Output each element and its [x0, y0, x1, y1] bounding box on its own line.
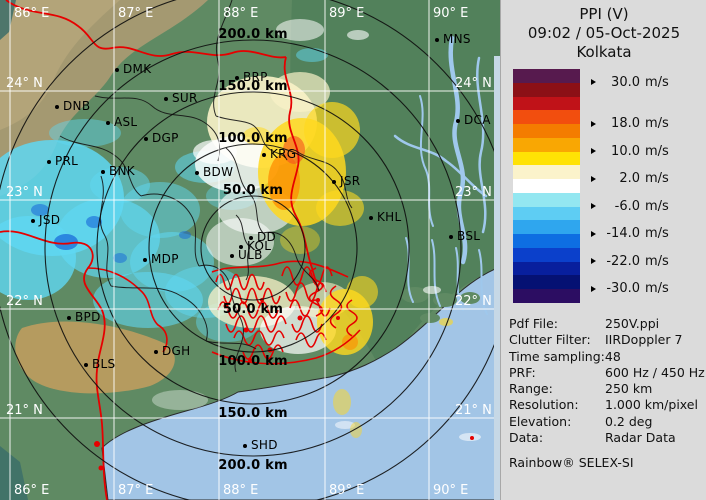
meta-label: Range: — [509, 381, 553, 397]
meta-label: Clutter Filter: — [509, 332, 591, 348]
colorbar-band-0 — [513, 69, 580, 83]
view-title: PPI (V) — [579, 5, 629, 23]
colorbar-band-12 — [513, 234, 580, 248]
meta-row: Clutter Filter: IIRDoppler 7 — [509, 332, 703, 348]
meta-row: Resolution: 1.000 km/pixel — [509, 397, 703, 413]
meta-label: Elevation: — [509, 413, 572, 429]
meta-row: Time sampling:48 — [509, 349, 703, 365]
legend-label--14.0: -14.0 m/s — [591, 226, 669, 241]
colorbar-band-16 — [513, 289, 580, 303]
legend-value: 2.0 — [619, 171, 640, 187]
meta-value: IIRDoppler 7 — [605, 332, 683, 348]
colorbar-band-8 — [513, 179, 580, 193]
legend-unit: m/s — [645, 116, 669, 132]
timestamp: 09:02 / 05-Oct-2025 — [527, 24, 681, 42]
meta-value: 250V.ppi — [605, 316, 660, 331]
legend-value: -14.0 — [606, 226, 640, 242]
legend-unit: m/s — [645, 198, 669, 214]
latlon-grid — [0, 0, 500, 500]
meta-value: 600 Hz / 450 Hz — [605, 364, 705, 380]
legend-arrow-icon — [591, 203, 596, 210]
echo-positive-yellow — [243, 102, 453, 438]
meta-label: Resolution: — [509, 397, 579, 413]
legend-arrow-icon — [591, 258, 596, 265]
colorbar-band-13 — [513, 247, 580, 262]
meta-row: PRF: 600 Hz / 450 Hz — [509, 364, 705, 381]
legend-unit: m/s — [645, 74, 669, 90]
colorbar-band-6 — [513, 151, 580, 166]
map-edge-strip — [494, 56, 500, 500]
legend-value: -6.0 — [614, 198, 640, 214]
meta-value: Radar Data — [605, 430, 676, 446]
meta-label: Data: — [509, 430, 544, 446]
legend-unit: m/s — [645, 281, 669, 297]
legend-value: 30.0 — [611, 74, 640, 90]
legend-arrow-icon — [591, 285, 596, 292]
radar-map-canvas — [0, 0, 500, 500]
legend-value: 10.0 — [611, 143, 640, 159]
legend-label-30.0: 30.0 m/s — [591, 75, 669, 90]
legend-unit: m/s — [645, 171, 669, 187]
legend-value: 18.0 — [611, 116, 640, 132]
legend-label-2.0: 2.0 m/s — [591, 171, 669, 186]
info-panel: PPI (V) 09:02 / 05-Oct-2025 Kolkata 30.0… — [500, 0, 706, 500]
legend-unit: m/s — [645, 143, 669, 159]
legend-label-10.0: 10.0 m/s — [591, 144, 669, 159]
legend-label--22.0: -22.0 m/s — [591, 254, 669, 269]
legend-value: -30.0 — [606, 281, 640, 297]
colorbar-band-9 — [513, 192, 580, 207]
colorbar-band-7 — [513, 165, 580, 179]
legend-arrow-icon — [591, 148, 596, 155]
range-rings — [0, 0, 500, 500]
district-boundary-layer — [59, 0, 353, 373]
legend-label--6.0: -6.0 m/s — [591, 199, 669, 214]
legend-value: -22.0 — [606, 253, 640, 269]
colorbar-band-1 — [513, 82, 580, 97]
colorbar-band-15 — [513, 275, 580, 289]
legend-arrow-icon — [591, 175, 596, 182]
panel-header: PPI (V) 09:02 / 05-Oct-2025 Kolkata — [501, 5, 706, 62]
colorbar-band-5 — [513, 137, 580, 152]
meta-value: 250 km — [605, 381, 653, 397]
radar-site-name: Kolkata — [576, 43, 632, 61]
colorbar-band-3 — [513, 110, 580, 124]
velocity-colorbar — [513, 69, 580, 303]
meta-value: 48 — [604, 348, 621, 364]
colorbar-band-2 — [513, 96, 580, 111]
meta-value: 1.000 km/pixel — [605, 397, 698, 413]
meta-row: Elevation: 0.2 deg — [509, 414, 703, 430]
meta-row: Range: 250 km — [509, 381, 703, 397]
legend-label-18.0: 18.0 m/s — [591, 116, 669, 131]
colorbar-band-10 — [513, 206, 580, 221]
meta-label: PRF: — [509, 364, 536, 380]
product-metadata: Pdf File: 250V.ppi Clutter Filter: IIRDoppl… — [509, 316, 705, 446]
meta-row: Data: Radar Data — [509, 430, 703, 446]
colorbar-band-4 — [513, 124, 580, 138]
meta-value: 0.2 deg — [605, 413, 653, 429]
legend-arrow-icon — [591, 79, 596, 86]
radar-map: 50.0 km 50.0 km 100.0 km 100.0 km 150.0 km 15… — [0, 0, 500, 500]
legend-arrow-icon — [591, 120, 596, 127]
legend-unit: m/s — [645, 226, 669, 242]
legend-unit: m/s — [645, 253, 669, 269]
software-brand: Rainbow® SELEX-SI — [509, 455, 634, 470]
colorbar-band-14 — [513, 261, 580, 276]
meta-label: Time sampling: — [509, 348, 605, 364]
echo-nearzero-white — [152, 19, 481, 441]
colorbar-band-11 — [513, 220, 580, 234]
sea-layer — [101, 266, 500, 500]
legend-label--30.0: -30.0 m/s — [591, 281, 669, 296]
meta-label: Pdf File: — [509, 316, 558, 331]
meta-row: Pdf File: 250V.ppi — [509, 316, 703, 332]
legend-arrow-icon — [591, 230, 596, 237]
